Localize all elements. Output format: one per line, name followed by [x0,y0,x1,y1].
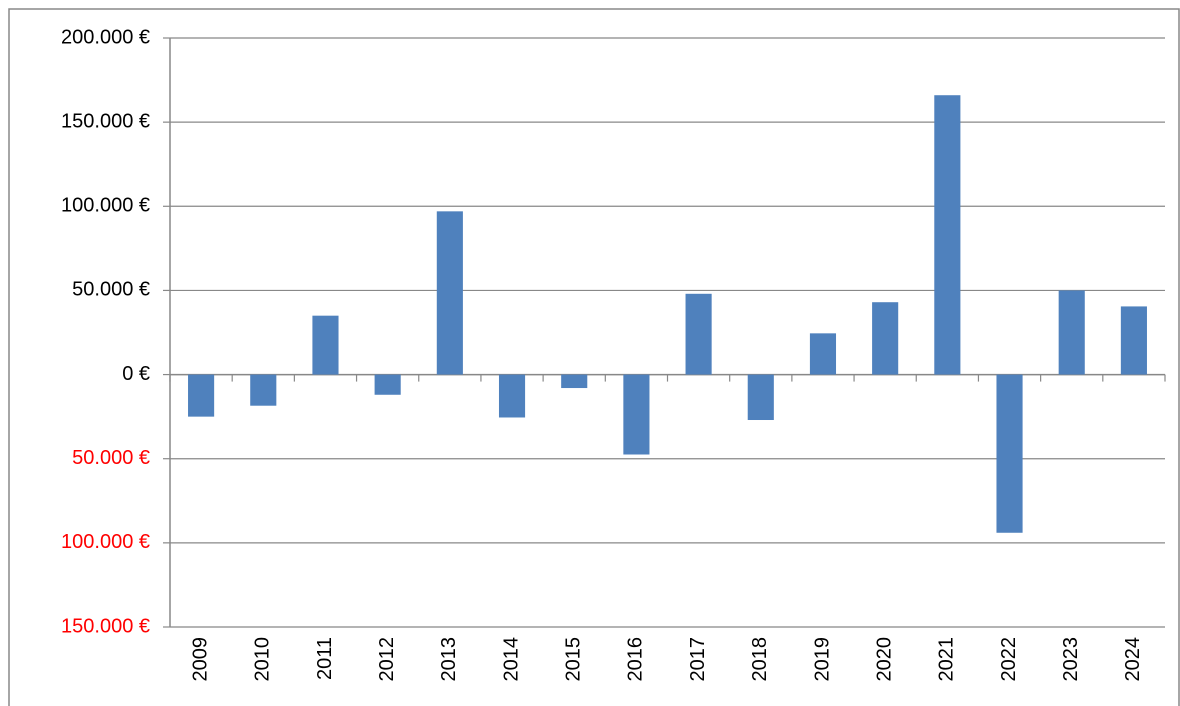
x-tick-label: 2023 [1060,637,1082,682]
x-tick-label: 2009 [189,637,211,682]
bar [623,374,650,455]
bar [436,211,463,375]
bar [250,374,277,406]
x-tick-label: 2017 [687,637,709,682]
x-tick-label: 2018 [749,637,771,682]
bar [1120,306,1147,375]
x-tick-label: 2011 [314,637,336,680]
bar [934,95,961,375]
chart-border [8,8,1180,706]
x-tick-label: 2022 [998,637,1020,682]
x-tick-label: 2016 [625,637,647,682]
y-tick-label: 150.000 € [61,615,150,637]
y-tick-label: 100.000 € [61,195,150,217]
bar [996,374,1023,533]
x-tick-label: 2010 [252,637,274,682]
bar [498,374,526,418]
x-tick-label: 2019 [811,637,833,682]
x-tick-label: 2012 [376,637,398,682]
y-tick-label: 50.000 € [72,279,150,301]
bar [685,293,712,375]
bar [374,374,401,395]
x-tick-label: 2014 [500,637,522,682]
x-tick-label: 2021 [936,637,958,682]
x-tick-label: 2020 [873,637,895,682]
x-tick-label: 2013 [438,637,460,682]
bar [1058,290,1085,375]
bar [188,374,215,417]
bar [747,374,774,421]
y-tick-label: 200.000 € [61,26,150,48]
y-tick-label: 0 € [122,363,150,385]
bar [561,374,588,389]
y-tick-label: 100.000 € [61,531,150,553]
bar [312,315,339,375]
x-tick-label: 2024 [1122,637,1144,682]
bar [872,302,899,375]
y-tick-label: 50.000 € [72,447,150,469]
bar [809,333,837,375]
x-tick-label: 2015 [563,637,585,682]
y-tick-label: 150.000 € [61,110,150,132]
